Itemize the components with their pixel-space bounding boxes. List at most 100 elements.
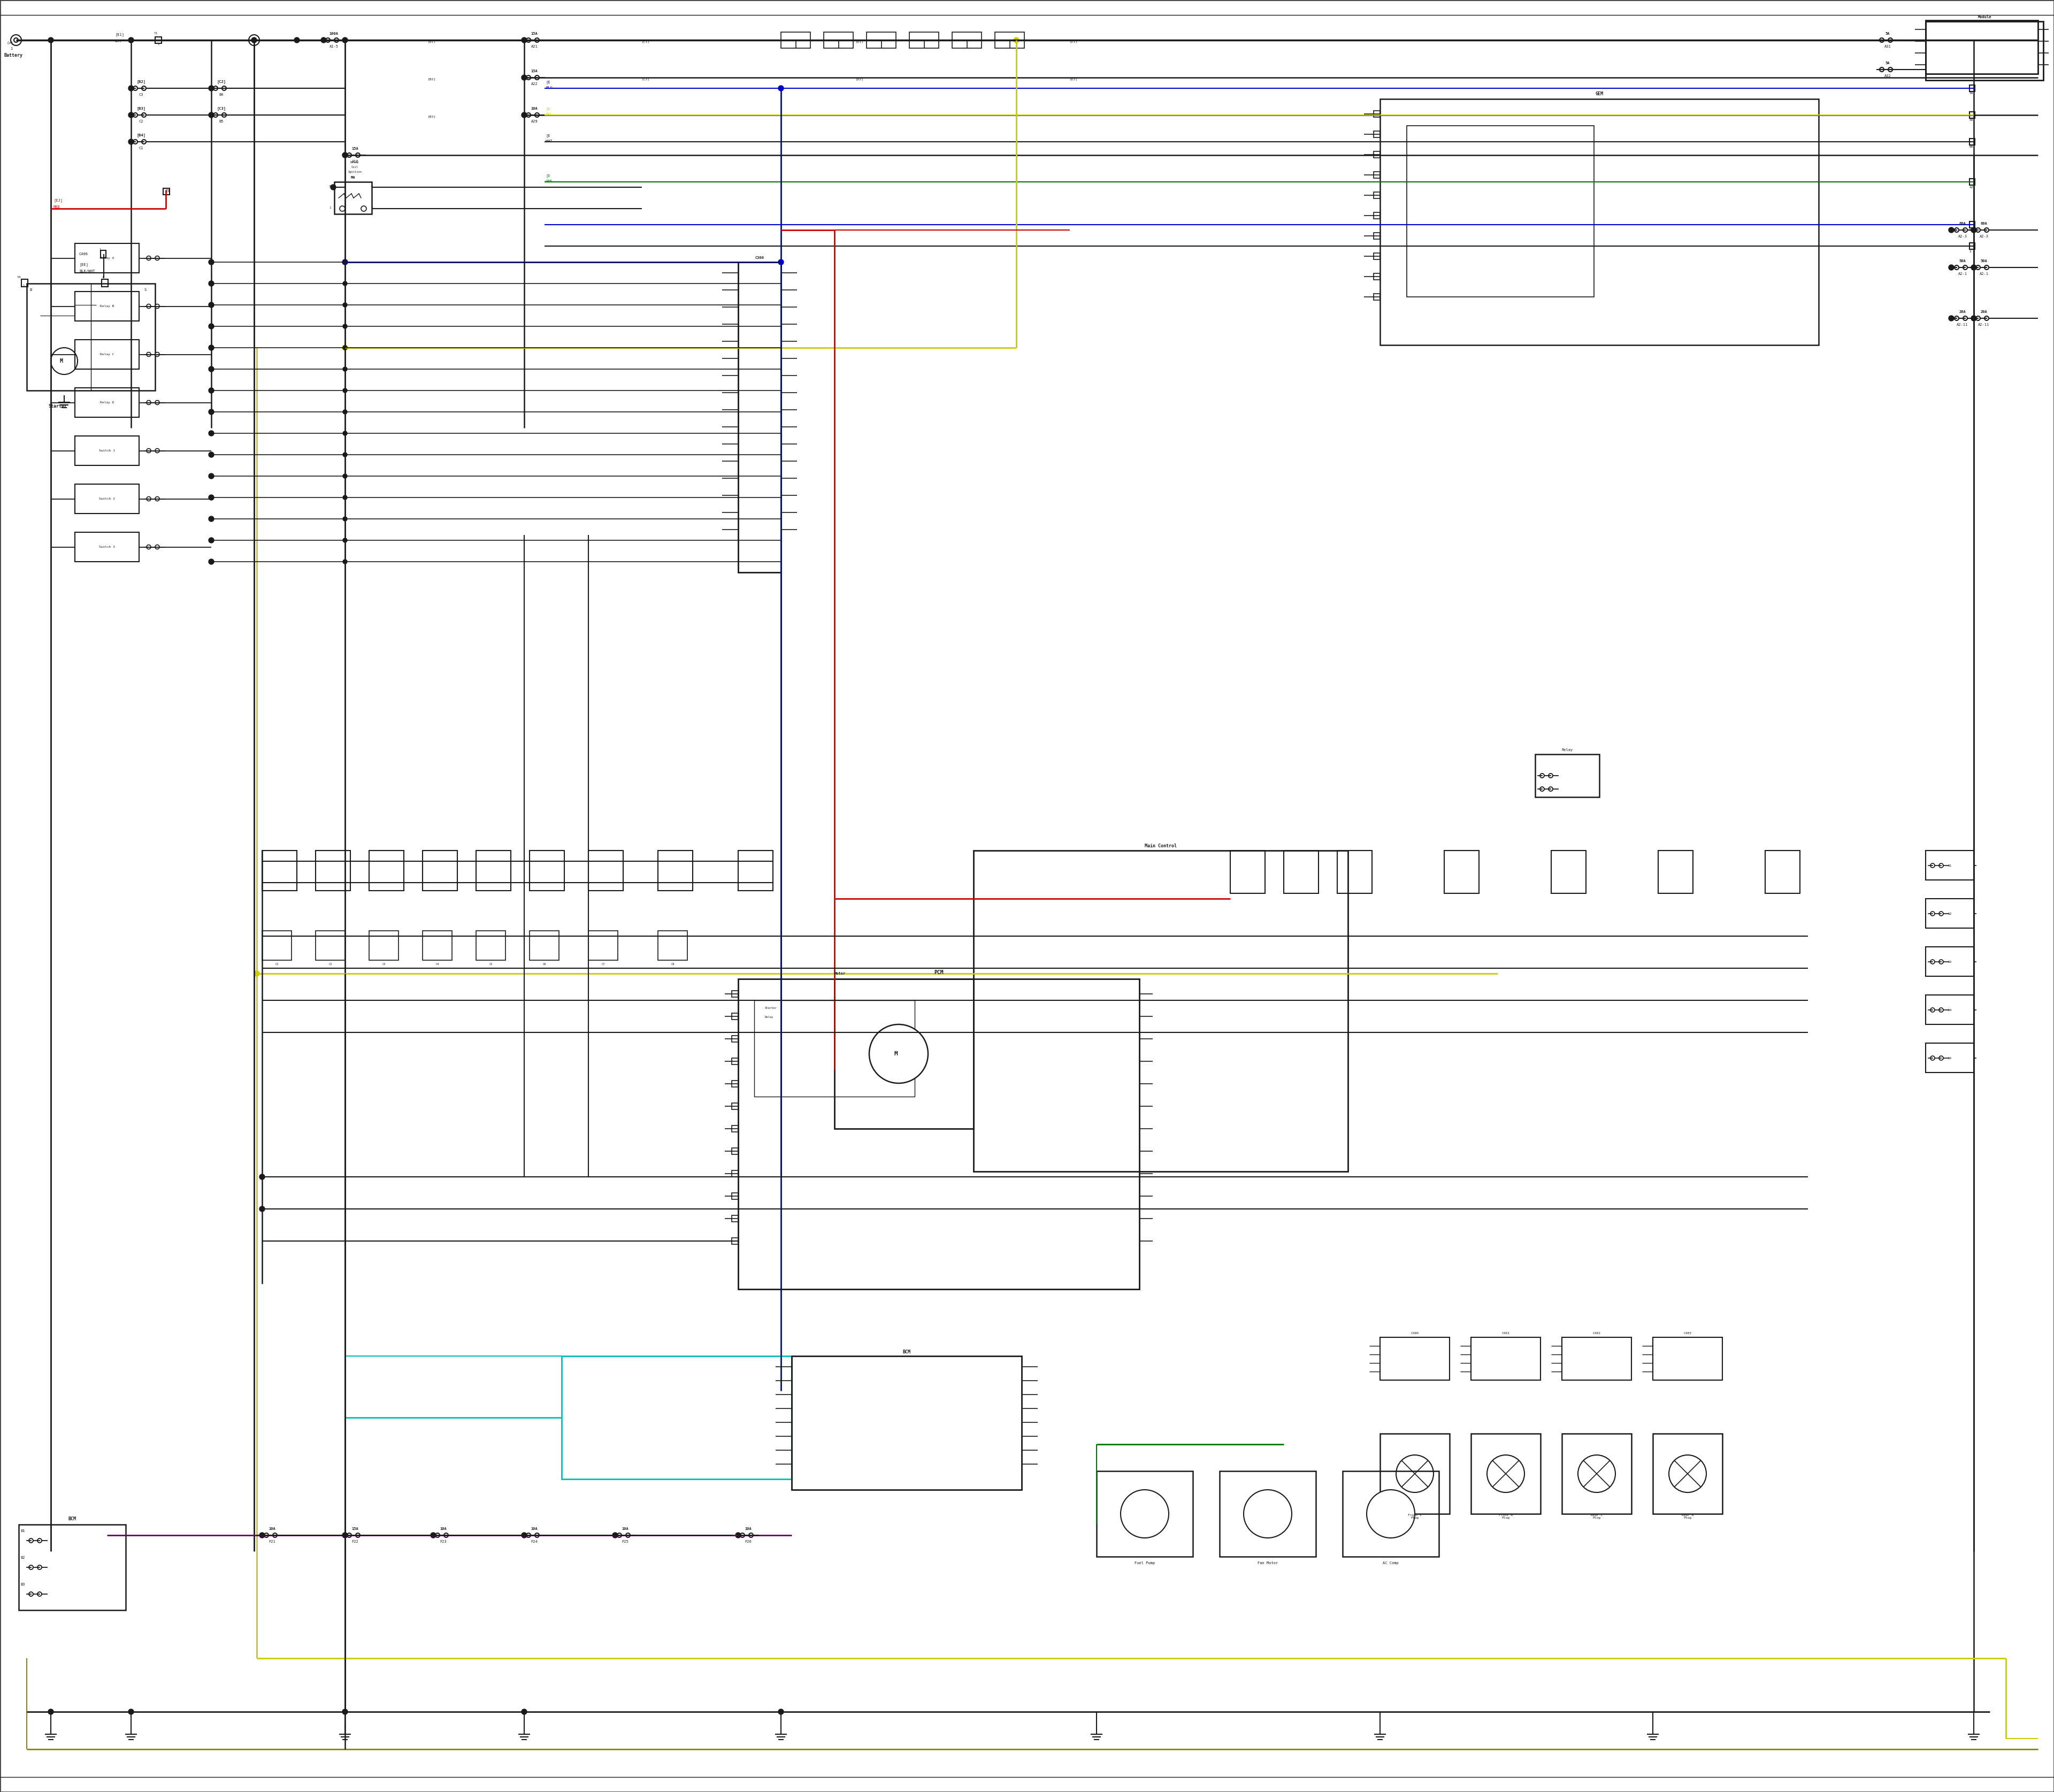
Circle shape — [127, 86, 134, 91]
Bar — [1764, 851, 1799, 894]
Bar — [1970, 222, 1974, 228]
Circle shape — [522, 38, 528, 43]
Text: Switch 2: Switch 2 — [99, 498, 115, 500]
Circle shape — [1955, 228, 1960, 233]
Text: [C3]: [C3] — [218, 106, 226, 109]
Text: A2-3: A2-3 — [1980, 235, 1988, 238]
Circle shape — [210, 86, 214, 91]
Text: C406: C406 — [80, 253, 88, 256]
Circle shape — [51, 348, 78, 375]
Circle shape — [210, 538, 214, 543]
Text: 50A: 50A — [1980, 260, 1988, 263]
Bar — [731, 1081, 737, 1088]
Text: [E: [E — [546, 108, 550, 111]
Circle shape — [1668, 1455, 1707, 1493]
Bar — [1380, 1337, 1450, 1380]
Text: F23: F23 — [440, 1539, 448, 1543]
Text: F24: F24 — [530, 1539, 538, 1543]
Circle shape — [1939, 864, 1943, 867]
Circle shape — [750, 1534, 754, 1538]
Bar — [1561, 1337, 1631, 1380]
Bar — [824, 32, 852, 48]
Circle shape — [343, 303, 347, 306]
Circle shape — [294, 38, 300, 43]
Text: [E1]: [E1] — [115, 32, 123, 36]
Text: 15A: 15A — [530, 32, 538, 36]
Text: B1: B1 — [21, 1529, 25, 1532]
Text: 10A: 10A — [622, 1527, 629, 1530]
Circle shape — [29, 1539, 33, 1543]
Circle shape — [259, 1174, 265, 1179]
Text: F26: F26 — [746, 1539, 752, 1543]
Bar — [657, 851, 692, 891]
Circle shape — [1931, 961, 1935, 964]
Text: Starter: Starter — [764, 1007, 776, 1009]
Bar — [1380, 99, 1818, 346]
Bar — [423, 930, 452, 961]
Circle shape — [156, 400, 160, 405]
Circle shape — [343, 559, 347, 564]
Circle shape — [273, 1534, 277, 1538]
Text: 10A: 10A — [530, 1527, 538, 1530]
Circle shape — [47, 1710, 53, 1715]
Circle shape — [435, 1534, 440, 1538]
Text: 60A: 60A — [1960, 222, 1966, 226]
Bar — [1561, 1434, 1631, 1514]
Circle shape — [1540, 787, 1545, 790]
Circle shape — [1931, 912, 1935, 916]
Text: F25: F25 — [622, 1539, 629, 1543]
Text: Front R
Plug: Front R Plug — [1499, 1514, 1512, 1520]
Text: F21: F21 — [269, 1539, 275, 1543]
Bar — [1374, 233, 1380, 238]
Circle shape — [1972, 265, 1976, 271]
Circle shape — [343, 346, 347, 351]
Circle shape — [739, 1534, 744, 1538]
Text: C5: C5 — [489, 962, 493, 966]
Circle shape — [1931, 1007, 1935, 1012]
Bar — [1551, 851, 1586, 894]
Circle shape — [618, 1534, 622, 1538]
Circle shape — [14, 38, 18, 43]
Text: 100A: 100A — [329, 32, 339, 36]
Bar — [1374, 253, 1380, 260]
Circle shape — [37, 1564, 41, 1570]
Text: Main Control: Main Control — [1144, 844, 1177, 849]
Circle shape — [522, 1710, 528, 1715]
Circle shape — [1487, 1455, 1524, 1493]
Bar — [1970, 244, 1974, 249]
Circle shape — [210, 452, 214, 457]
Text: A2-1: A2-1 — [1957, 272, 1968, 276]
Circle shape — [343, 432, 347, 435]
Circle shape — [778, 260, 785, 265]
Circle shape — [1879, 68, 1884, 72]
Text: 10A: 10A — [530, 108, 538, 109]
Text: Relay B: Relay B — [101, 305, 115, 308]
Text: WHT: WHT — [546, 140, 553, 143]
Bar — [74, 244, 140, 272]
Text: [B1]: [B1] — [427, 41, 435, 43]
Text: C4: C4 — [435, 962, 440, 966]
Bar — [335, 181, 372, 213]
Circle shape — [1976, 265, 1980, 269]
Bar — [1927, 946, 1974, 977]
Text: C2: C2 — [329, 962, 333, 966]
Circle shape — [127, 140, 134, 145]
Circle shape — [339, 206, 345, 211]
Bar — [27, 283, 156, 391]
Text: WHT: WHT — [115, 39, 121, 43]
Circle shape — [343, 473, 347, 478]
Text: [D2]: [D2] — [857, 77, 865, 81]
Text: [E: [E — [546, 134, 550, 138]
Bar — [316, 851, 351, 891]
Bar — [1230, 851, 1265, 894]
Circle shape — [1888, 68, 1892, 72]
Circle shape — [343, 152, 347, 158]
Bar — [74, 484, 140, 514]
Text: A31: A31 — [1884, 45, 1892, 48]
Text: B2: B2 — [21, 1555, 25, 1559]
Circle shape — [142, 86, 146, 90]
Circle shape — [146, 545, 150, 548]
Text: F22: F22 — [351, 1539, 359, 1543]
Text: S: S — [144, 289, 146, 292]
Bar — [101, 280, 109, 287]
